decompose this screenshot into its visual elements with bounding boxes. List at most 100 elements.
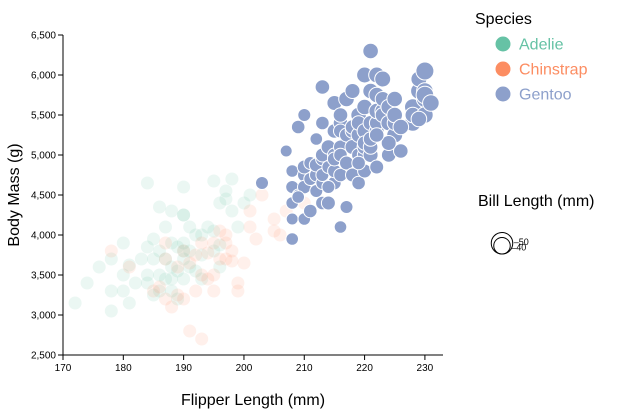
species-legend: Species Adelie Chinstrap Gentoo: [475, 11, 588, 104]
adelie-point: [201, 220, 215, 234]
chinstrap-point: [153, 280, 166, 294]
chinstrap-point: [237, 256, 251, 270]
gentoo-point: [344, 83, 361, 99]
adelie-point: [207, 174, 221, 188]
adelie-point: [171, 264, 185, 278]
adelie-legend-swatch: [495, 36, 511, 52]
gentoo-point: [386, 90, 404, 108]
adelie-point: [140, 268, 154, 282]
chinstrap-point: [213, 224, 227, 238]
gentoo-point: [309, 132, 324, 146]
chinstrap-point: [165, 300, 179, 314]
adelie-point: [165, 284, 179, 298]
y-tick-label: 6,000: [31, 71, 56, 82]
adelie-point: [134, 252, 148, 266]
adelie-point: [177, 208, 191, 222]
chinstrap-point: [225, 244, 239, 258]
adelie-point: [183, 244, 197, 258]
adelie-point: [195, 248, 209, 262]
gentoo-point: [415, 61, 435, 81]
adelie-point: [165, 236, 179, 250]
gentoo-point: [369, 159, 385, 175]
chinstrap-point: [171, 288, 185, 302]
y-tick-label: 3,500: [31, 271, 56, 282]
y-tick-label: 5,000: [31, 151, 56, 162]
adelie-point: [219, 192, 233, 206]
chinstrap-point: [231, 276, 245, 290]
gentoo-point: [285, 212, 299, 226]
x-ticks: 170 180 190 200 210 220 230: [55, 355, 434, 374]
adelie-point: [207, 244, 221, 258]
adelie-point: [159, 220, 172, 234]
y-axis: 2,500 3,000 3,500 4,000 4,500 5,000 5,500 6,000…: [6, 31, 64, 362]
y-ticks: 2,500 3,000 3,500 4,000 4,500 5,000 5,500 6,000…: [31, 31, 63, 362]
size-legend-items: –50–40: [490, 232, 529, 255]
adelie-point: [171, 240, 185, 254]
y-tick-label: 4,000: [31, 231, 56, 242]
gentoo-point: [321, 180, 336, 194]
adelie-point: [243, 188, 257, 202]
chinstrap-point: [195, 332, 209, 346]
gentoo-point: [297, 108, 312, 122]
chinstrap-point: [267, 212, 281, 226]
gentoo-legend-swatch: [495, 86, 511, 102]
adelie-point: [147, 252, 160, 266]
y-tick-label: 2,500: [31, 351, 56, 362]
context-points-layer: [68, 164, 323, 346]
chinstrap-point: [207, 268, 221, 282]
x-tick-label: 220: [356, 363, 373, 374]
gentoo-point: [303, 203, 318, 219]
chinstrap-point: [213, 252, 227, 266]
gentoo-legend-label: Gentoo: [519, 87, 572, 104]
adelie-point: [147, 232, 160, 246]
x-tick-label: 210: [296, 363, 313, 374]
chinstrap-point: [201, 246, 215, 260]
x-tick-label: 180: [115, 363, 132, 374]
legend-title: Species: [475, 11, 532, 28]
chinstrap-point: [195, 236, 209, 250]
adelie-point: [219, 184, 233, 198]
size-legend-title: Bill Length (mm): [478, 193, 594, 210]
chinstrap-point: [207, 284, 221, 298]
chinstrap-point: [201, 272, 215, 286]
gentoo-point: [314, 79, 331, 95]
chinstrap-point: [189, 284, 203, 298]
gentoo-point: [255, 176, 269, 190]
gentoo-point: [362, 42, 379, 60]
y-tick-label: 5,500: [31, 111, 56, 122]
adelie-point: [153, 284, 166, 298]
adelie-point: [171, 292, 185, 306]
x-tick-label: 230: [417, 363, 434, 374]
adelie-point: [147, 288, 160, 302]
adelie-point: [116, 284, 130, 298]
x-tick-label: 190: [175, 363, 192, 374]
chinstrap-legend-label: Chinstrap: [519, 62, 588, 79]
adelie-point: [104, 284, 118, 298]
gentoo-point: [393, 143, 409, 159]
adelie-point: [104, 304, 118, 318]
chinstrap-point: [183, 324, 197, 338]
adelie-point: [225, 172, 239, 186]
chinstrap-point: [183, 256, 197, 270]
adelie-point: [159, 272, 172, 286]
adelie-point: [140, 276, 154, 290]
y-tick-label: 4,500: [31, 191, 56, 202]
chinstrap-point: [195, 268, 209, 282]
y-tick-label: 3,000: [31, 311, 56, 322]
chinstrap-point: [159, 236, 172, 250]
adelie-point: [207, 224, 221, 238]
chinstrap-point: [104, 244, 118, 258]
adelie-point: [104, 252, 118, 266]
gentoo-point: [290, 119, 306, 135]
adelie-point: [80, 276, 94, 290]
chinstrap-point: [177, 244, 191, 258]
gentoo-point: [339, 200, 354, 214]
adelie-point: [213, 260, 227, 274]
size-legend-label: –50: [514, 237, 529, 247]
size-legend-circle: [493, 237, 511, 255]
adelie-point: [128, 276, 142, 290]
gentoo-point: [285, 164, 300, 178]
chinstrap-point: [243, 204, 257, 218]
adelie-point: [177, 244, 191, 258]
